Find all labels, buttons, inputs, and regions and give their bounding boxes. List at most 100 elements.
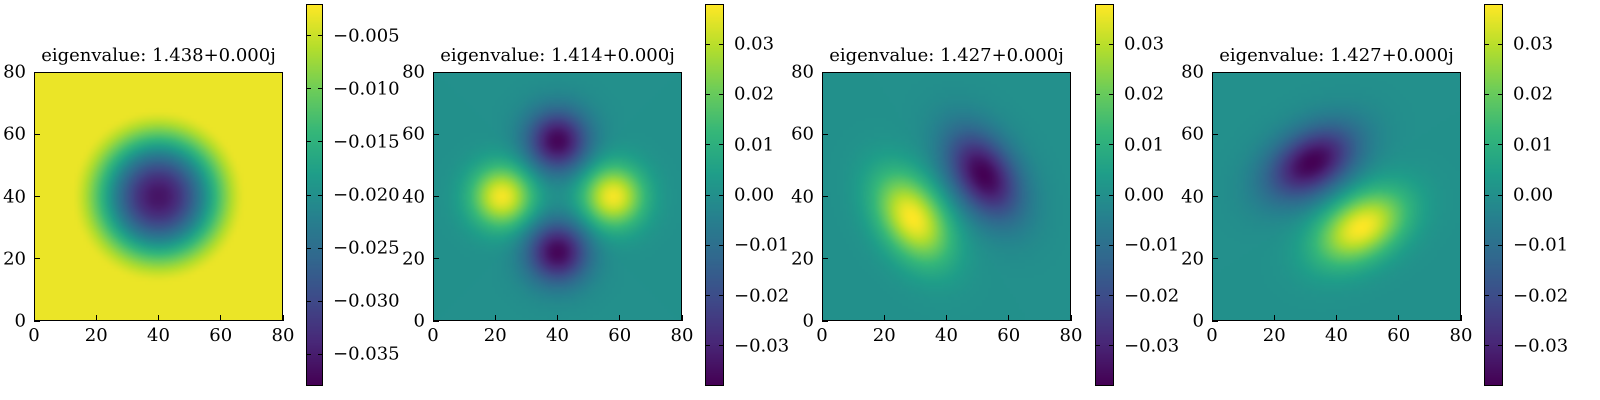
colorbar-tick-mark	[1109, 295, 1114, 297]
y-tick-mark	[1212, 196, 1218, 197]
colorbar-tick-label: −0.02	[1124, 285, 1180, 307]
colorbar-tick-mark	[1498, 244, 1503, 246]
x-tick-mark	[220, 315, 222, 321]
x-tick-label: 40	[935, 325, 958, 346]
colorbar-tick-mark	[306, 35, 311, 37]
colorbar-tick-mark	[1484, 93, 1489, 95]
y-tick-label: 60	[791, 123, 814, 145]
colorbar-tick-mark	[318, 300, 323, 302]
colorbar-tick-mark	[719, 244, 724, 246]
colorbar-tick-label: 0.01	[734, 134, 775, 156]
colorbar-tick-label: 0.02	[1124, 83, 1165, 105]
colorbar-tick-mark	[1095, 345, 1100, 347]
x-tick-mark	[1211, 315, 1213, 321]
heatmap-plot-area	[34, 72, 283, 321]
colorbar-tick-mark	[1095, 144, 1100, 146]
colorbar-tick-label: −0.035	[333, 343, 400, 365]
colorbar-tick-mark	[719, 295, 724, 297]
colorbar-tick-mark	[318, 141, 323, 143]
colorbar-tick-mark	[705, 43, 710, 45]
colorbar-gradient	[1096, 5, 1113, 385]
y-tick-label: 20	[402, 248, 425, 270]
colorbar-tick-mark	[1498, 43, 1503, 45]
colorbar-tick-mark	[306, 88, 311, 90]
colorbar-tick-mark	[1109, 244, 1114, 246]
y-tick-mark	[822, 196, 828, 197]
y-tick-mark	[433, 71, 439, 73]
x-tick-label: 0	[1206, 325, 1218, 346]
colorbar-tick-label: −0.03	[1124, 335, 1180, 357]
colorbar-tick-label: 0.03	[1124, 33, 1165, 55]
heatmap-plot-area	[433, 72, 682, 321]
colorbar-tick-label: −0.005	[333, 25, 400, 47]
x-tick-label: 20	[84, 325, 108, 346]
x-tick-mark	[1460, 315, 1462, 321]
x-tick-label: 60	[608, 325, 632, 346]
colorbar-tick-label: 0.01	[1513, 134, 1554, 156]
y-tick-label: 20	[791, 248, 814, 270]
colorbar-tick-label: −0.015	[333, 131, 400, 153]
colorbar-tick-label: −0.010	[333, 78, 400, 100]
colorbar-tick-label: −0.01	[734, 234, 790, 256]
colorbar-tick-mark	[1109, 144, 1114, 146]
x-tick-mark	[494, 315, 496, 321]
y-tick-mark	[822, 258, 828, 260]
y-tick-mark	[822, 320, 828, 322]
colorbar-tick-label: −0.02	[1513, 285, 1569, 307]
colorbar-tick-mark	[1484, 194, 1489, 196]
y-tick-mark	[433, 133, 439, 135]
colorbar-tick-mark	[1498, 194, 1503, 196]
colorbar-tick-label: 0.02	[1513, 83, 1554, 105]
chart-title: eigenvalue: 1.438+0.000j	[41, 45, 276, 66]
colorbar-tick-mark	[719, 93, 724, 95]
chart-title: eigenvalue: 1.427+0.000j	[1219, 45, 1454, 66]
y-tick-mark	[34, 133, 40, 135]
y-tick-mark	[822, 133, 828, 135]
colorbar-tick-mark	[705, 194, 710, 196]
x-tick-mark	[681, 315, 683, 321]
chart-title: eigenvalue: 1.414+0.000j	[440, 45, 675, 66]
y-tick-mark	[433, 196, 439, 197]
colorbar-tick-mark	[306, 247, 311, 249]
x-tick-label: 60	[1387, 325, 1411, 346]
x-tick-label: 40	[1325, 325, 1348, 346]
colorbar-tick-mark	[318, 88, 323, 90]
x-tick-label: 20	[872, 325, 896, 346]
colorbar-tick-mark	[705, 144, 710, 146]
colorbar-tick-mark	[1109, 194, 1114, 196]
colorbar-tick-label: −0.02	[734, 285, 790, 307]
y-tick-label: 80	[1181, 61, 1204, 83]
colorbar-tick-mark	[719, 345, 724, 347]
x-tick-mark	[619, 315, 621, 321]
y-tick-mark	[1212, 133, 1218, 135]
x-tick-label: 40	[147, 325, 170, 346]
y-tick-label: 80	[402, 61, 425, 83]
colorbar-tick-mark	[1498, 144, 1503, 146]
colorbar-tick-mark	[306, 300, 311, 302]
heatmap-image	[1213, 73, 1460, 320]
y-tick-label: 80	[791, 61, 814, 83]
x-tick-mark	[821, 315, 823, 321]
x-tick-label: 80	[670, 325, 694, 346]
colorbar-tick-mark	[1109, 43, 1114, 45]
colorbar-gradient	[706, 5, 723, 385]
x-tick-mark	[1070, 315, 1072, 321]
y-tick-label: 0	[14, 310, 26, 332]
colorbar-tick-mark	[1484, 295, 1489, 297]
colorbar-tick-mark	[1498, 93, 1503, 95]
x-tick-label: 60	[209, 325, 233, 346]
colorbar-gradient	[307, 5, 322, 385]
colorbar-tick-mark	[1109, 93, 1114, 95]
colorbar-tick-mark	[705, 345, 710, 347]
x-tick-label: 0	[427, 325, 439, 346]
x-tick-mark	[95, 315, 97, 321]
y-tick-label: 80	[3, 61, 26, 83]
y-tick-label: 40	[791, 186, 814, 207]
y-tick-mark	[1212, 258, 1218, 260]
colorbar-tick-mark	[719, 194, 724, 196]
colorbar-tick-label: 0.03	[1513, 33, 1554, 55]
colorbar-tick-mark	[705, 295, 710, 297]
colorbar-tick-mark	[306, 141, 311, 143]
colorbar-tick-mark	[1498, 295, 1503, 297]
colorbar-tick-label: 0.03	[734, 33, 775, 55]
